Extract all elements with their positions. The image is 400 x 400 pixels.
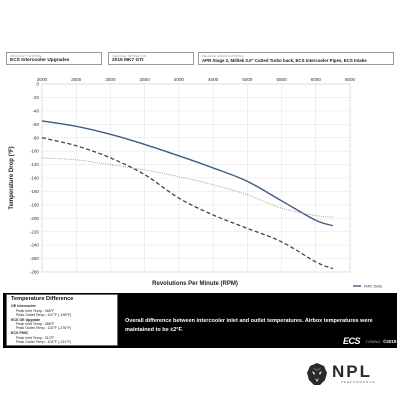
x-tick-label: 4500 — [208, 77, 219, 82]
lion-head-icon — [307, 363, 327, 385]
header-vehicle-value: 2015 MK7 GTI — [112, 58, 144, 63]
y-tick-label: -20 — [32, 95, 39, 100]
temperature-drop-chart: 2000 2500 3000 3500 4000 4500 5000 5500 6000 6500… — [9, 77, 382, 288]
oe-outlet: Peak Outlet Temp.: 167°F (-198°F) — [16, 312, 72, 317]
y-tick-label: -200 — [30, 216, 40, 221]
ecs-oe-label: ECS OE Upgrade — [11, 317, 41, 322]
x-tick-label: 5000 — [242, 77, 253, 82]
y-tick-label: -220 — [30, 229, 40, 234]
ecs-logo-text: ECS — [343, 336, 361, 346]
series-line-stock-ic-delta — [41, 157, 333, 218]
y-tick-label: 0 — [36, 82, 39, 87]
x-tick-label: 3500 — [140, 77, 151, 82]
temperature-difference-title: Temperature Difference — [11, 296, 74, 302]
y-tick-label: -60 — [32, 122, 39, 127]
temperature-difference-box: Temperature Difference OE Intercooler Pe… — [6, 294, 118, 346]
y-tick-label: -280 — [30, 270, 40, 275]
x-tick-label: 3000 — [105, 77, 116, 82]
ecs-fmic-label: ECS FMIC — [11, 331, 29, 335]
ecs-oe-outlet: Peak Outlet Temp.: 110°F (-276°F) — [16, 326, 72, 330]
y-tick-label: -40 — [32, 108, 39, 113]
y-tick-label: -80 — [32, 135, 39, 140]
summary-text: Overall difference between intercooler i… — [125, 318, 373, 333]
chart-legend: FMIC DeltaOE Upgrade DeltaStock IC Delta — [353, 284, 382, 288]
x-tick-label: 6000 — [311, 77, 322, 82]
ecs-fmic-outlet: Peak Outlet Temp.: 104°F (-211°F) — [16, 339, 72, 344]
x-tick-label: 6500 — [345, 77, 356, 82]
header-mods-box: VEHICLE MODIFICATIONS APR Stage 2, Millt… — [198, 52, 394, 65]
header-product-value: ECS Intercooler Upgrades — [10, 58, 70, 63]
y-tick-label: -180 — [30, 202, 40, 207]
x-tick-label: 5500 — [276, 77, 287, 82]
header-product-box: PRODUCT TESTING ECS Intercooler Upgrades — [6, 52, 102, 65]
header-vehicle-caption: VEHICLE TESTED ON — [112, 54, 147, 58]
ecs-oe-inlet: Peak Inlet Temp.: 386°F — [16, 322, 55, 326]
x-axis-label: Revolutions Per Minute (RPM) — [152, 281, 238, 287]
copyright-year: ©2019 — [383, 339, 397, 344]
y-tick-label: -120 — [30, 162, 40, 167]
header-mods-value: APR Stage 2, Milltek 3.0" Catted Turbo b… — [202, 58, 367, 63]
oe-label: OE Intercooler — [11, 304, 36, 308]
tuning-text: TUNING — [365, 339, 381, 344]
ecs-fmic-inlet: Peak Inlet Temp.: 312°F — [16, 335, 55, 340]
ecs-tuning-logo: ECS — [343, 336, 361, 346]
legend-label-fmic-delta: FMIC Delta — [364, 284, 382, 288]
y-tick-label: -160 — [30, 189, 40, 194]
chart-series — [41, 120, 334, 270]
series-line-oe-upgrade-delta — [41, 137, 334, 270]
y-tick-label: -260 — [30, 256, 40, 261]
y-tick-label: -140 — [30, 176, 40, 181]
y-axis-label: Temperature Drop (°F) — [9, 146, 15, 209]
y-tick-label: -240 — [30, 243, 40, 248]
chart-grid — [41, 83, 351, 273]
y-tick-label: -100 — [30, 149, 40, 154]
npl-subtext: PERFORMANCE — [341, 380, 376, 384]
header-mods-caption: VEHICLE MODIFICATIONS — [202, 54, 244, 58]
bottom-info-panel: Temperature Difference OE Intercooler Pe… — [3, 293, 397, 348]
header-vehicle-box: VEHICLE TESTED ON 2015 MK7 GTI — [108, 52, 194, 65]
x-tick-label: 2000 — [37, 77, 48, 82]
x-tick-label: 2500 — [71, 77, 82, 82]
x-tick-label: 4000 — [174, 77, 185, 82]
header-product-caption: PRODUCT TESTING — [10, 54, 42, 58]
oe-inlet: Peak Inlet Temp.: 385°F — [16, 308, 55, 313]
npl-text: NPL — [332, 362, 372, 381]
npl-logo: NPL PERFORMANCE — [306, 362, 378, 386]
chart-axes: 2000 2500 3000 3500 4000 4500 5000 5500 6000 6500… — [30, 77, 356, 275]
series-line-fmic-delta — [41, 120, 334, 227]
